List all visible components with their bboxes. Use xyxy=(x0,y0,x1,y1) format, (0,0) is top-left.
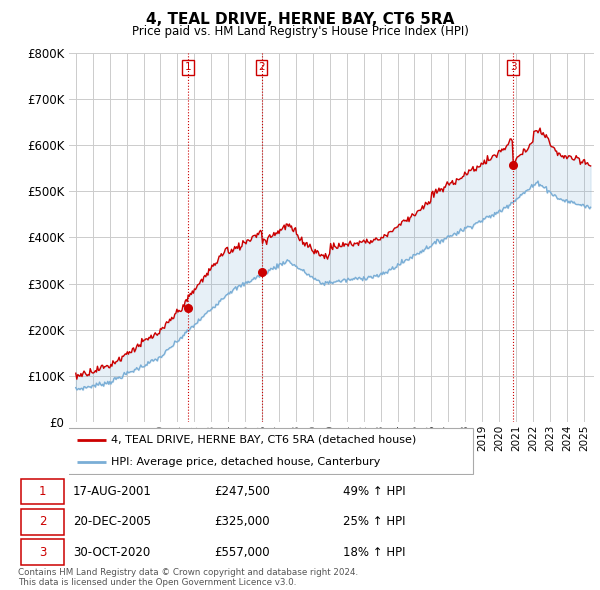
Text: 4, TEAL DRIVE, HERNE BAY, CT6 5RA: 4, TEAL DRIVE, HERNE BAY, CT6 5RA xyxy=(146,12,454,27)
Text: 18% ↑ HPI: 18% ↑ HPI xyxy=(343,546,406,559)
Text: 3: 3 xyxy=(39,546,46,559)
Text: 1: 1 xyxy=(39,485,46,498)
FancyBboxPatch shape xyxy=(21,509,64,535)
Text: Price paid vs. HM Land Registry's House Price Index (HPI): Price paid vs. HM Land Registry's House … xyxy=(131,25,469,38)
Text: 17-AUG-2001: 17-AUG-2001 xyxy=(73,485,152,498)
Text: 1: 1 xyxy=(185,63,191,73)
Text: 2: 2 xyxy=(39,515,46,529)
Text: 3: 3 xyxy=(510,63,517,73)
Text: 49% ↑ HPI: 49% ↑ HPI xyxy=(343,485,406,498)
Text: 20-DEC-2005: 20-DEC-2005 xyxy=(73,515,151,529)
Text: HPI: Average price, detached house, Canterbury: HPI: Average price, detached house, Cant… xyxy=(111,457,380,467)
Text: £557,000: £557,000 xyxy=(214,546,269,559)
Text: £247,500: £247,500 xyxy=(214,485,270,498)
Text: 30-OCT-2020: 30-OCT-2020 xyxy=(73,546,150,559)
FancyBboxPatch shape xyxy=(21,539,64,565)
FancyBboxPatch shape xyxy=(64,428,473,474)
FancyBboxPatch shape xyxy=(21,479,64,504)
Text: 2: 2 xyxy=(258,63,265,73)
Text: Contains HM Land Registry data © Crown copyright and database right 2024.
This d: Contains HM Land Registry data © Crown c… xyxy=(18,568,358,587)
Text: 4, TEAL DRIVE, HERNE BAY, CT6 5RA (detached house): 4, TEAL DRIVE, HERNE BAY, CT6 5RA (detac… xyxy=(111,435,416,445)
Text: £325,000: £325,000 xyxy=(214,515,269,529)
Text: 25% ↑ HPI: 25% ↑ HPI xyxy=(343,515,406,529)
